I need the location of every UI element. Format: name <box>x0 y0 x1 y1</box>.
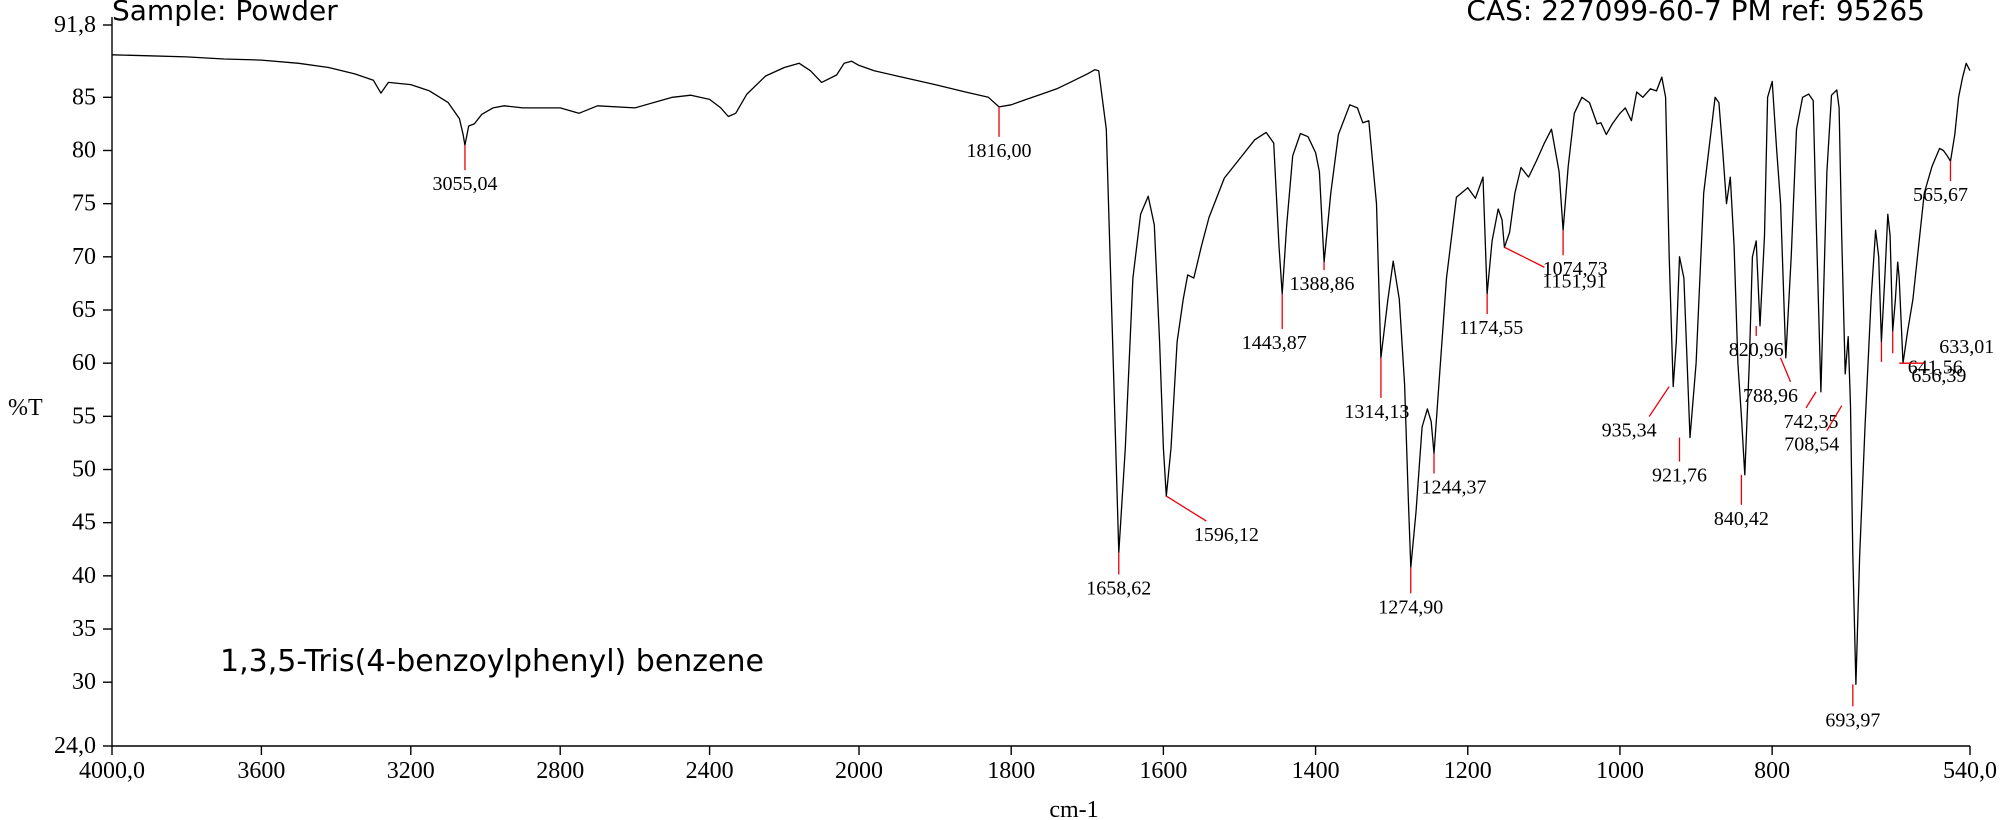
y-tick-label: 60 <box>72 350 96 376</box>
peak-label: 641,56 <box>1908 356 1963 378</box>
peak-label: 3055,04 <box>432 173 497 195</box>
y-tick-label: 55 <box>72 403 96 429</box>
axes <box>111 17 1970 747</box>
x-tick-label: 800 <box>1754 758 1790 784</box>
x-tick-label: 2800 <box>536 758 584 784</box>
peak-label: 656,39 <box>1911 365 1966 387</box>
y-tick-label: 45 <box>72 510 96 536</box>
peak-label: 1151,91 <box>1542 270 1606 292</box>
y-tick-label: 40 <box>72 563 96 589</box>
peak-label: 565,67 <box>1913 184 1968 206</box>
x-tick-label: 1400 <box>1292 758 1340 784</box>
compound-name: 1,3,5-Tris(4-benzoylphenyl) benzene <box>220 644 764 679</box>
x-tick-label: 4000,0 <box>79 758 145 784</box>
peak-label: 788,96 <box>1743 385 1798 407</box>
sample-header: Sample: Powder <box>112 0 338 27</box>
y-tick-label: 80 <box>72 137 96 163</box>
x-tick-label: 3200 <box>387 758 435 784</box>
y-tick-label: 70 <box>72 244 96 270</box>
peak-label: 935,34 <box>1602 420 1657 442</box>
x-tick-label: 1600 <box>1139 758 1187 784</box>
x-tick-label: 540,0 <box>1943 758 1997 784</box>
peak-marker <box>1779 357 1792 383</box>
y-axis-label: %T <box>8 395 43 421</box>
y-tick-label: 65 <box>72 297 96 323</box>
cas-header: CAS: 227099-60-7 PM ref: 95265 <box>1466 0 1925 27</box>
y-tick-label: 85 <box>72 84 96 110</box>
peak-label: 1596,12 <box>1194 524 1259 546</box>
x-tick-label: 3600 <box>237 758 285 784</box>
peak-marker <box>1504 246 1545 268</box>
x-axis-label: cm-1 <box>1049 797 1098 820</box>
peak-annotations: 3055,04 1816,00 1658,62 1596,12 1443,87 1388,… <box>432 106 1994 731</box>
peak-label: 708,54 <box>1784 434 1839 456</box>
y-tick-label: 50 <box>72 457 96 483</box>
peak-marker <box>1648 386 1670 417</box>
spectrum-line <box>111 54 1971 685</box>
peak-label: 742,35 <box>1784 411 1839 433</box>
x-tick-label: 1000 <box>1596 758 1644 784</box>
y-tick-label: 24,0 <box>54 733 96 759</box>
peak-label: 693,97 <box>1825 709 1880 731</box>
y-tick-label: 75 <box>72 191 96 217</box>
peak-label: 633,01 <box>1939 336 1994 358</box>
peak-label: 1388,86 <box>1290 273 1355 295</box>
peak-marker <box>1165 495 1207 522</box>
peak-label: 1443,87 <box>1242 332 1307 354</box>
peak-marker <box>1826 405 1843 432</box>
peak-marker <box>1805 391 1817 409</box>
x-tick-label: 1800 <box>987 758 1035 784</box>
tick-marks: 4000,0 3600 3200 2800 2400 2000 1800 1600 1400 12… <box>54 12 1997 784</box>
peak-label: 1174,55 <box>1459 317 1523 339</box>
peak-label: 820,96 <box>1729 339 1784 361</box>
peak-label: 1816,00 <box>967 140 1032 162</box>
peak-label: 1074,73 <box>1543 258 1608 280</box>
peak-label: 1244,37 <box>1422 477 1487 499</box>
peak-label: 840,42 <box>1714 508 1769 530</box>
y-tick-label: 91,8 <box>54 12 96 38</box>
peak-label: 1658,62 <box>1086 577 1151 599</box>
y-tick-label: 30 <box>72 669 96 695</box>
x-tick-label: 1200 <box>1444 758 1492 784</box>
peak-label: 1314,13 <box>1344 401 1409 423</box>
x-tick-label: 2000 <box>835 758 883 784</box>
y-tick-label: 35 <box>72 616 96 642</box>
peak-label: 1274,90 <box>1378 596 1443 618</box>
x-tick-label: 2400 <box>686 758 734 784</box>
peak-label: 921,76 <box>1652 465 1707 487</box>
